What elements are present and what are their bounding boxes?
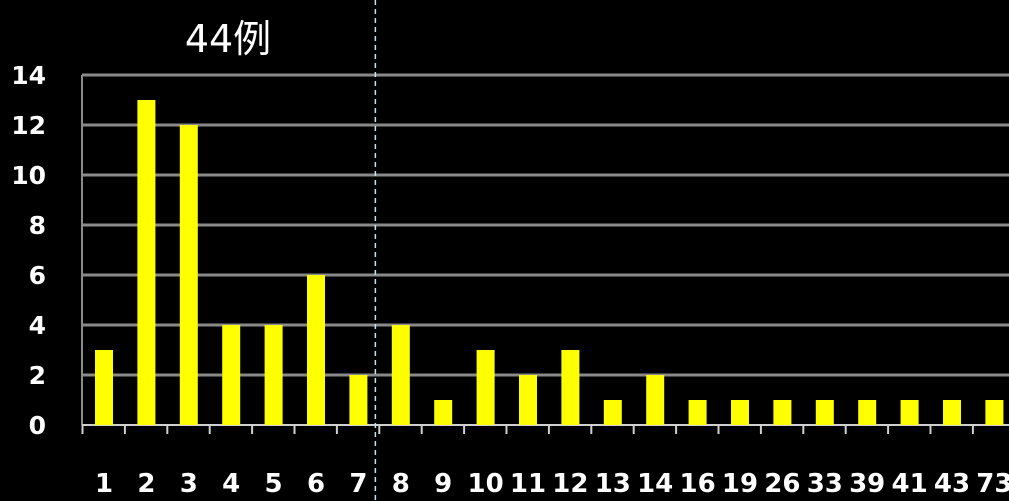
x-tick-label: 1	[95, 469, 113, 499]
x-tick-label: 16	[680, 469, 716, 499]
x-tick-label: 12	[552, 469, 588, 499]
x-tick-label: 8	[392, 469, 410, 499]
x-tick-label: 13	[595, 469, 631, 499]
y-tick-label: 2	[29, 361, 46, 390]
x-tick-label: 3	[180, 469, 198, 499]
bars	[95, 100, 1004, 425]
chart-title: 44例	[185, 17, 271, 61]
axes	[81, 75, 1009, 434]
x-tick-labels: 1 2 3 4 5 6 7 8 9 10 11 12 13 14 16 19 26 33 39 41 43 73	[95, 469, 1009, 499]
y-tick-label: 12	[11, 111, 46, 140]
bar-4	[222, 325, 241, 425]
bar-11	[519, 375, 537, 425]
bar-1	[95, 350, 113, 425]
x-tick-label: 6	[307, 469, 325, 499]
bar-33	[815, 400, 834, 425]
x-tick-label: 39	[849, 469, 885, 499]
bar-2	[137, 100, 156, 425]
bar-16	[688, 400, 707, 425]
grid-lines	[82, 73, 1009, 377]
bar-7	[349, 375, 368, 425]
x-tick-label: 10	[468, 469, 504, 499]
bar-39	[858, 400, 877, 425]
x-tick-label: 26	[764, 469, 800, 499]
x-tick-label: 43	[934, 469, 970, 499]
x-tick-label: 11	[510, 469, 546, 499]
y-tick-label: 0	[29, 411, 46, 440]
y-tick-label: 4	[29, 311, 46, 340]
x-tick-label: 41	[892, 469, 928, 499]
bar-6	[307, 275, 325, 425]
x-tick-label: 19	[722, 469, 758, 499]
x-tick-label: 9	[434, 469, 452, 499]
x-tick-label: 73	[976, 469, 1009, 499]
x-tick-label: 2	[137, 469, 155, 499]
bar-3	[179, 125, 198, 425]
y-tick-label: 6	[29, 261, 46, 290]
bar-12	[561, 350, 580, 425]
y-tick-label: 10	[11, 161, 46, 190]
bar-13	[603, 400, 622, 425]
bar-26	[773, 400, 792, 425]
bar-73	[985, 400, 1004, 425]
bar-5	[264, 325, 283, 425]
bar-8	[391, 325, 410, 425]
x-tick-label: 5	[265, 469, 283, 499]
bar-19	[731, 400, 749, 425]
bar-43	[943, 400, 961, 425]
bar-41	[900, 400, 919, 425]
bar-10	[476, 350, 495, 425]
x-tick-label: 4	[222, 469, 240, 499]
x-tick-label: 7	[349, 469, 367, 499]
y-tick-labels: 0 2 4 6 8 10 12 14	[11, 61, 46, 440]
bar-9	[434, 400, 453, 425]
x-tick-label: 14	[637, 469, 673, 499]
bar-14	[646, 375, 665, 425]
x-tick-label: 33	[807, 469, 843, 499]
y-tick-label: 8	[29, 211, 46, 240]
y-tick-label: 14	[11, 61, 46, 90]
